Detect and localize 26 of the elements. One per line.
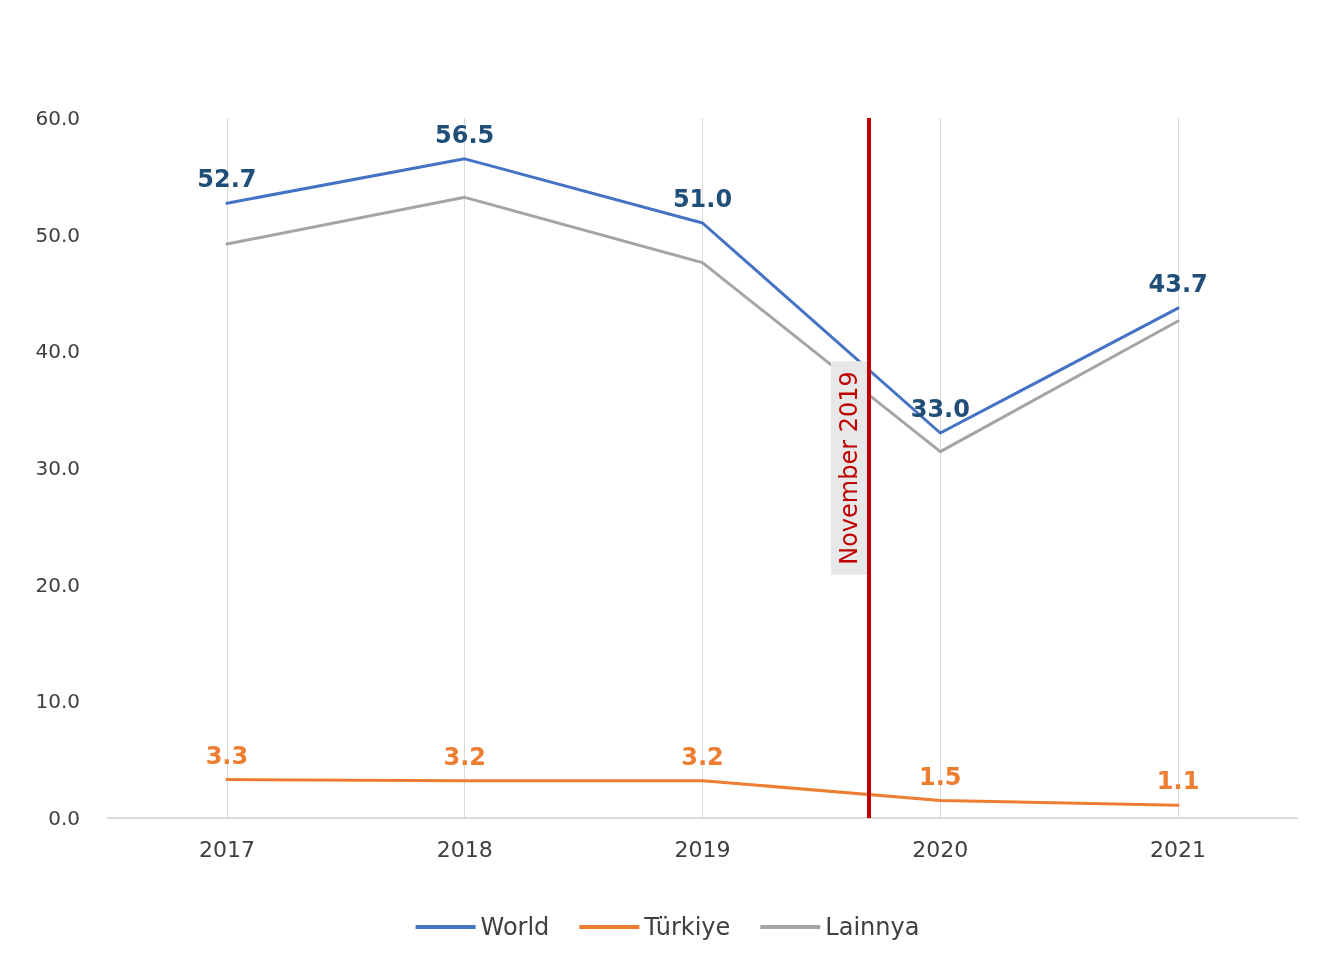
legend-label: Lainnya xyxy=(825,913,920,941)
data-label: 1.5 xyxy=(919,762,962,791)
legend-label: World xyxy=(480,913,550,941)
y-tick-label: 60.0 xyxy=(35,106,80,130)
data-label: 3.2 xyxy=(681,742,724,771)
y-tick-label: 10.0 xyxy=(35,689,80,714)
x-tick-label: 2021 xyxy=(1150,836,1207,862)
data-label: 1.1 xyxy=(1156,767,1200,796)
data-label: 56.5 xyxy=(435,120,495,149)
y-tick-label: 30.0 xyxy=(35,456,80,480)
ref-line-label: November 2019 xyxy=(834,371,863,565)
data-label: 3.3 xyxy=(205,741,249,770)
data-label: 51.0 xyxy=(672,185,733,213)
x-tick-label: 2020 xyxy=(912,836,969,862)
data-label: 43.7 xyxy=(1148,270,1208,299)
y-tick-label: 20.0 xyxy=(35,572,80,597)
x-tick-label: 2019 xyxy=(674,836,731,862)
y-tick-label: 0.0 xyxy=(48,806,80,830)
x-tick-label: 2017 xyxy=(198,836,255,862)
data-label: 52.7 xyxy=(197,165,257,194)
legend-label: Türkiye xyxy=(643,913,731,941)
y-tick-label: 50.0 xyxy=(35,222,80,247)
y-tick-label: 40.0 xyxy=(35,339,80,364)
x-tick-label: 2018 xyxy=(436,836,493,862)
data-label: 3.2 xyxy=(443,742,486,771)
data-label: 33.0 xyxy=(910,395,970,423)
